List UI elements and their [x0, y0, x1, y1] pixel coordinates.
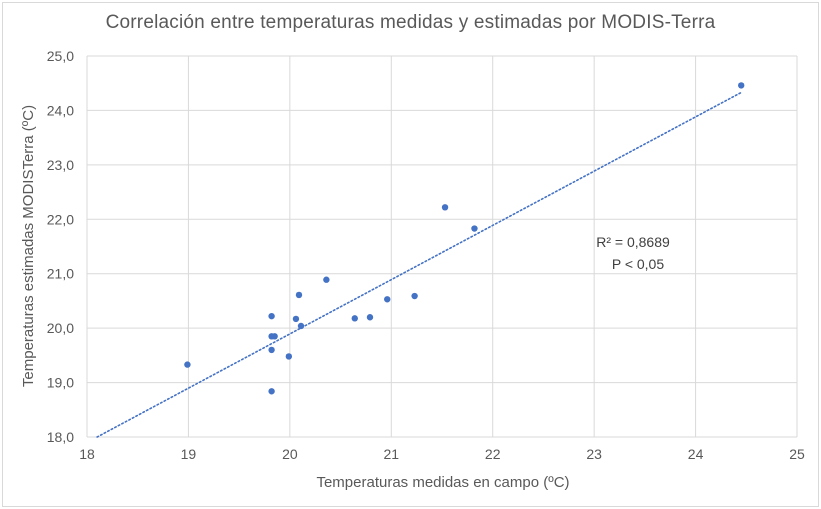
data-point [738, 82, 745, 89]
y-axis-ticks: 18,0 19,0 20,0 21,0 22,0 23,0 24,0 25,0 [47, 48, 74, 445]
data-point [297, 322, 305, 330]
r-squared-label: R² = 0,8689 [596, 234, 670, 250]
data-point [268, 388, 275, 395]
data-point [323, 276, 330, 283]
data-point [292, 315, 300, 323]
y-tick-label: 25,0 [47, 48, 74, 64]
y-tick-label: 21,0 [47, 266, 74, 282]
data-point [285, 353, 293, 360]
y-tick-label: 23,0 [47, 157, 74, 173]
chart-title: Correlación entre temperaturas medidas y… [105, 12, 716, 33]
p-value-label: P < 0,05 [612, 256, 665, 272]
data-point [441, 204, 449, 211]
x-tick-label: 22 [485, 446, 501, 462]
data-point [384, 296, 391, 303]
y-axis-label: Temperaturas estimadas MODISTerra (ºC) [20, 105, 37, 387]
data-point [271, 333, 278, 340]
data-point [471, 225, 478, 232]
y-tick-label: 24,0 [47, 102, 74, 118]
y-tick-label: 20,0 [47, 320, 74, 336]
y-tick-label: 18,0 [47, 429, 74, 445]
gridlines [86, 55, 798, 438]
trendline [96, 91, 743, 438]
x-tick-label: 25 [789, 446, 805, 462]
x-tick-label: 23 [586, 446, 602, 462]
x-tick-label: 24 [688, 446, 704, 462]
data-point [295, 291, 303, 299]
x-tick-label: 20 [282, 446, 298, 462]
data-point [268, 346, 275, 354]
data-point [184, 361, 191, 368]
x-axis-ticks: 18 19 20 21 22 23 24 25 [79, 446, 805, 462]
y-tick-label: 22,0 [47, 211, 74, 227]
data-point [411, 292, 418, 300]
x-tick-label: 19 [181, 446, 197, 462]
x-axis-label: Temperaturas medidas en campo (ºC) [316, 474, 569, 491]
data-point [351, 315, 358, 322]
x-tick-label: 21 [383, 446, 399, 462]
data-point [268, 312, 275, 320]
y-tick-label: 19,0 [47, 375, 74, 391]
data-points [184, 82, 745, 395]
data-point [366, 314, 374, 321]
x-tick-label: 18 [79, 446, 95, 462]
